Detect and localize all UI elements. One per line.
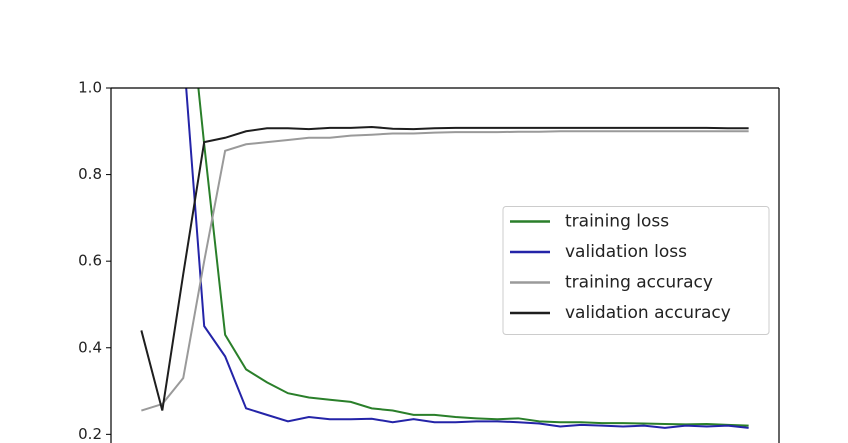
legend: training loss validation loss training acc…	[502, 206, 770, 335]
legend-label: validation accuracy	[565, 303, 731, 323]
y-tick-label: 0.2	[78, 425, 102, 443]
y-tick-label: 0.4	[78, 338, 102, 356]
y-tick-label: 0.6	[78, 252, 102, 270]
y-tick-label: 1.0	[78, 79, 102, 97]
legend-box	[502, 206, 770, 335]
series-line	[185, 88, 749, 429]
y-tick-label: 0.8	[78, 165, 102, 183]
series-line	[140, 125, 749, 411]
series-line	[197, 88, 749, 427]
legend-label: validation loss	[565, 242, 687, 262]
series-line	[141, 130, 749, 412]
legend-label: training loss	[565, 212, 669, 232]
legend-label: training accuracy	[565, 273, 713, 293]
